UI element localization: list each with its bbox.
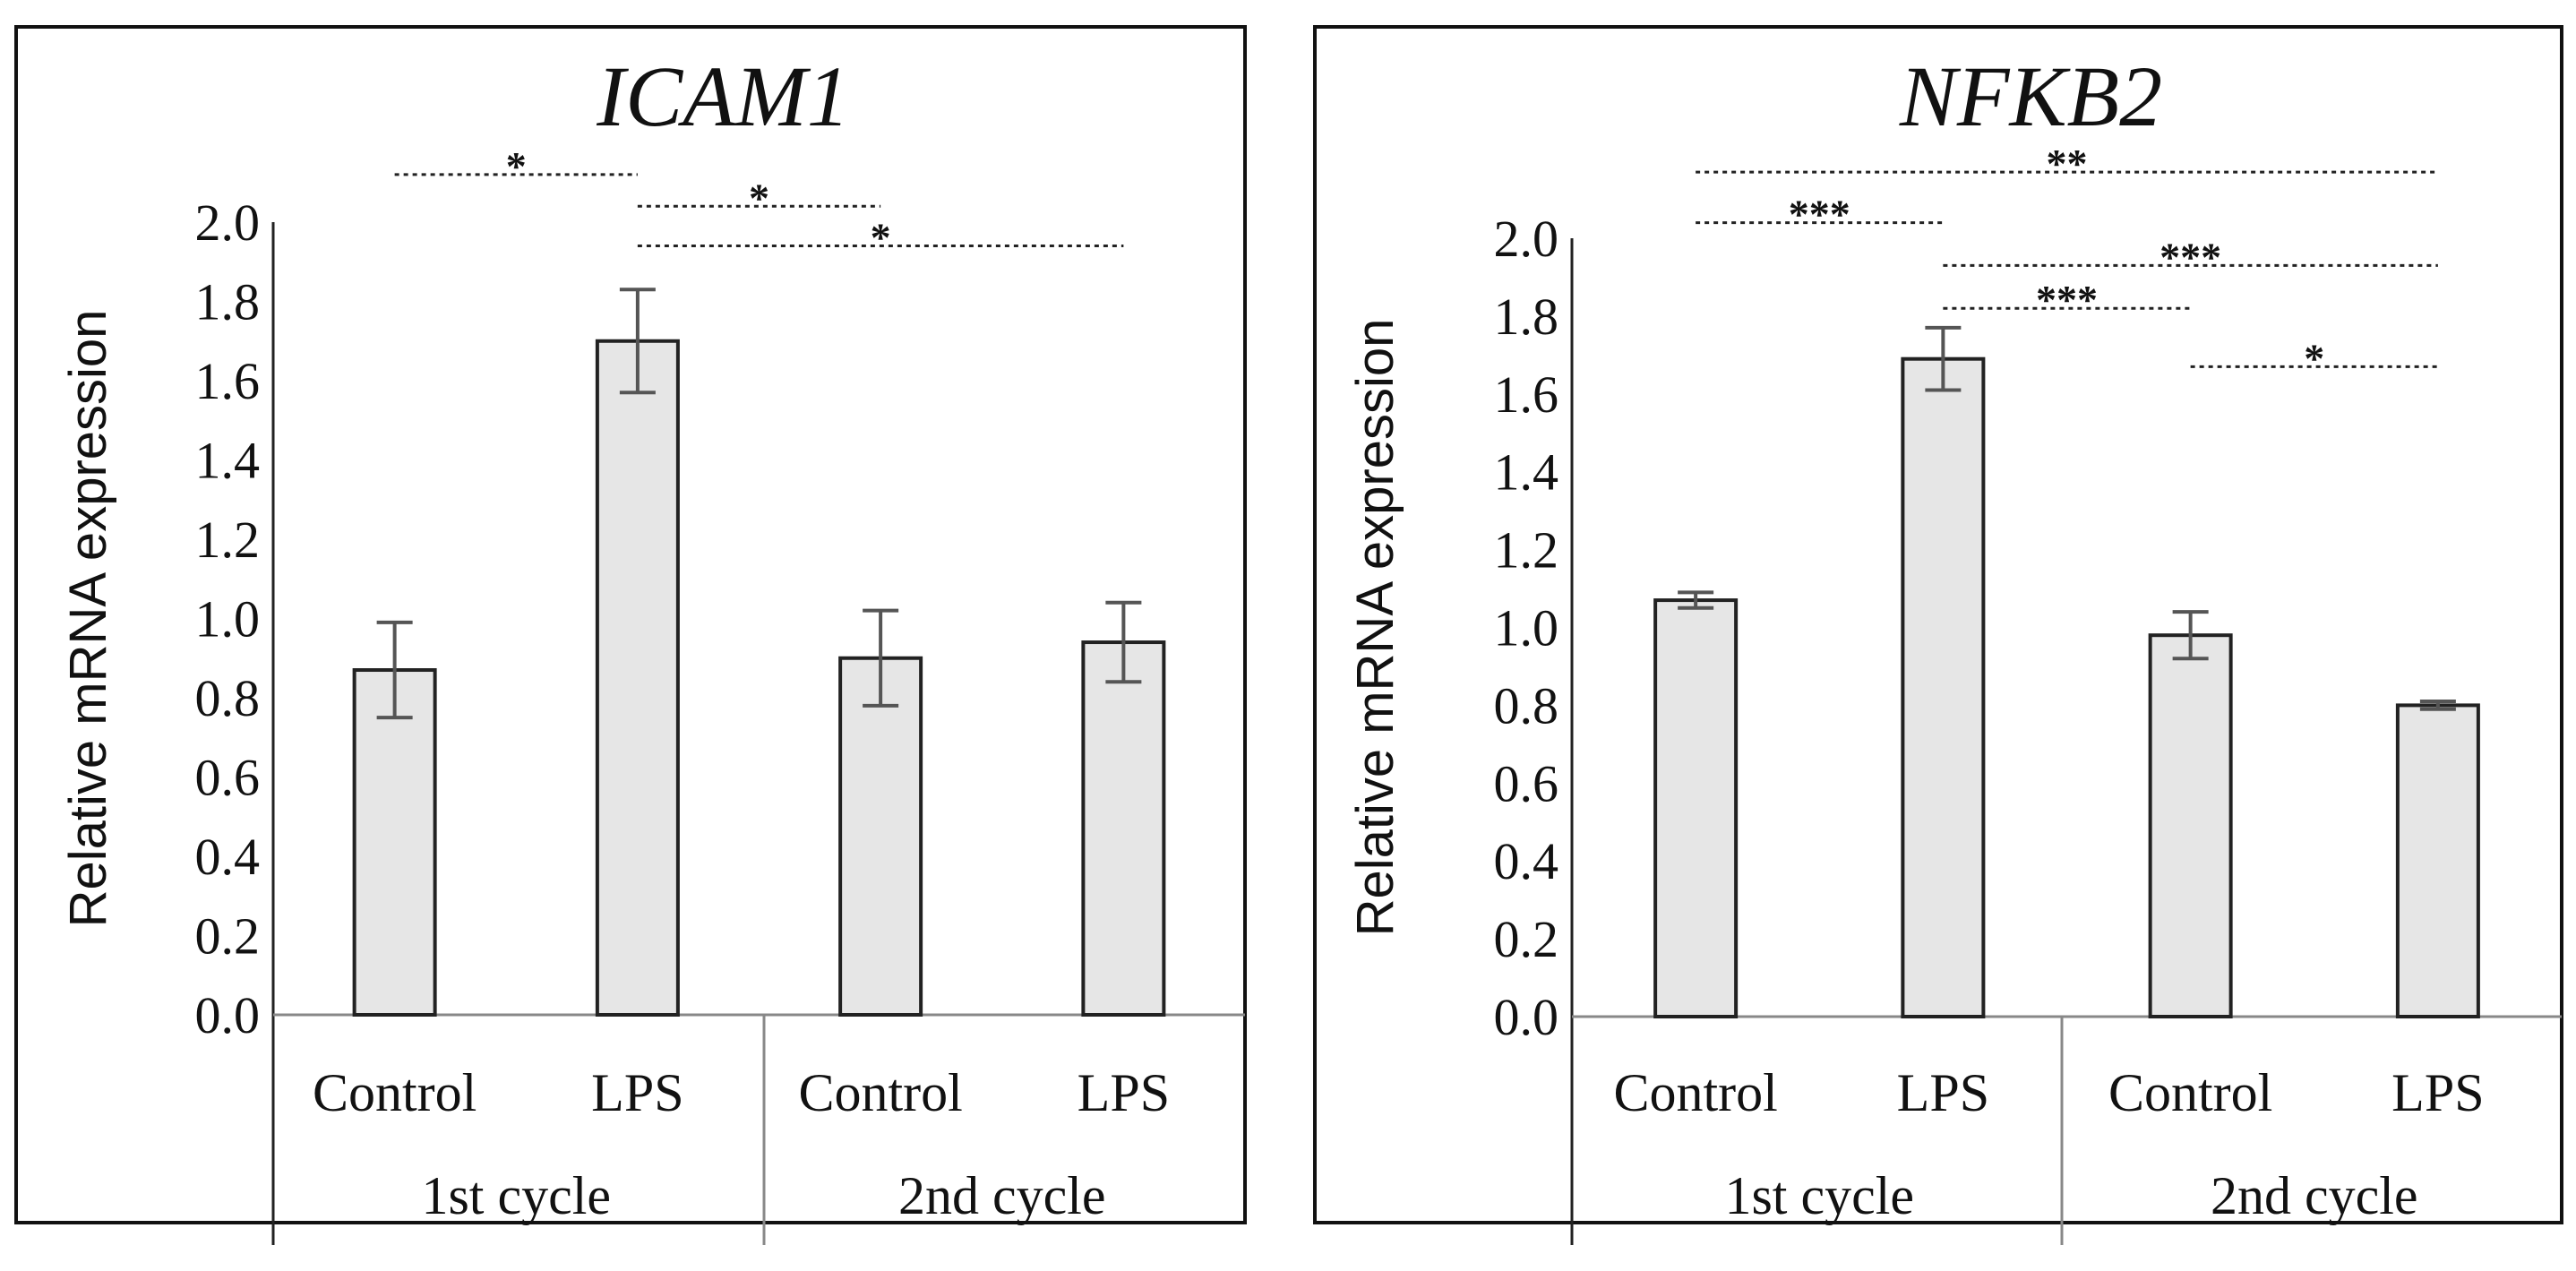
y-tick-label: 1.2 xyxy=(195,511,261,569)
bar-4 xyxy=(2395,703,2480,1019)
y-tick-label: 1.6 xyxy=(1494,365,1559,424)
x-group-label: 1st cycle xyxy=(421,1166,611,1225)
y-tick-label: 0.6 xyxy=(1494,754,1559,812)
y-tick-label: 0.6 xyxy=(195,749,261,807)
y-tick-label: 0.4 xyxy=(1494,832,1559,890)
chart-panel-1: ICAM1 0.0 0.2 0.4 0.6 0.8 1.0 1.2 1.4 1.6 1.8 2.0 Re… xyxy=(14,25,1247,1245)
y-tick-label: 0.0 xyxy=(195,986,261,1044)
chart-title: ICAM1 xyxy=(596,48,850,144)
bar-2 xyxy=(1901,356,1986,1018)
y-tick-label: 1.8 xyxy=(1494,288,1559,346)
x-category-label: Control xyxy=(313,1063,477,1122)
x-group-label: 1st cycle xyxy=(1724,1166,1914,1225)
y-tick-label: 1.8 xyxy=(195,273,261,331)
significance-label: ** xyxy=(2047,141,2088,186)
bar-1 xyxy=(352,668,437,1018)
y-tick-label: 0.2 xyxy=(1494,910,1559,968)
y-tick-label: 0.2 xyxy=(195,907,261,966)
y-tick-label: 0.8 xyxy=(195,669,261,727)
x-category-label: Control xyxy=(2108,1063,2272,1122)
y-tick-label: 0.4 xyxy=(195,828,261,886)
x-category-label: LPS xyxy=(1897,1063,1989,1122)
y-tick-label: 1.2 xyxy=(1494,521,1559,580)
significance-label: * xyxy=(871,215,891,261)
significance-label: * xyxy=(506,143,527,189)
x-category-label: LPS xyxy=(591,1063,683,1122)
y-tick-label: 1.0 xyxy=(1494,599,1559,657)
x-category-label: Control xyxy=(1613,1063,1777,1122)
x-category-label: LPS xyxy=(2391,1063,2484,1122)
y-axis-label: Relative mRNA expression xyxy=(1346,319,1404,937)
bar-1 xyxy=(1653,598,1739,1019)
bar-3 xyxy=(838,656,923,1017)
significance-label: *** xyxy=(2036,277,2098,322)
x-group-label: 2nd cycle xyxy=(898,1166,1106,1225)
y-tick-label: 1.4 xyxy=(195,432,261,490)
bar-3 xyxy=(2148,633,2233,1018)
chart-panel-2: NFKB2 0.0 0.2 0.4 0.6 0.8 1.0 1.2 1.4 1.6 1.8 2.0 Re… xyxy=(1313,25,2563,1245)
significance-label: *** xyxy=(1789,192,1850,237)
y-tick-label: 1.6 xyxy=(195,352,261,410)
y-tick-label: 1.0 xyxy=(195,590,261,648)
bar-4 xyxy=(1081,640,1166,1017)
y-tick-label: 2.0 xyxy=(195,193,261,252)
significance-label: *** xyxy=(2160,234,2221,279)
x-category-label: LPS xyxy=(1078,1063,1170,1122)
panel-frame xyxy=(14,25,1247,1224)
x-category-label: Control xyxy=(798,1063,962,1122)
significance-label: * xyxy=(749,175,769,220)
y-tick-label: 1.4 xyxy=(1494,443,1559,502)
y-tick-label: 2.0 xyxy=(1494,210,1559,268)
y-tick-label: 0.0 xyxy=(1494,988,1559,1046)
y-tick-label: 0.8 xyxy=(1494,676,1559,734)
significance-label: * xyxy=(2304,335,2324,381)
x-group-label: 2nd cycle xyxy=(2211,1166,2418,1225)
panel-frame xyxy=(1313,25,2563,1224)
chart-title: NFKB2 xyxy=(1899,48,2162,144)
y-axis-label: Relative mRNA expression xyxy=(59,310,117,928)
bar-2 xyxy=(595,339,680,1017)
